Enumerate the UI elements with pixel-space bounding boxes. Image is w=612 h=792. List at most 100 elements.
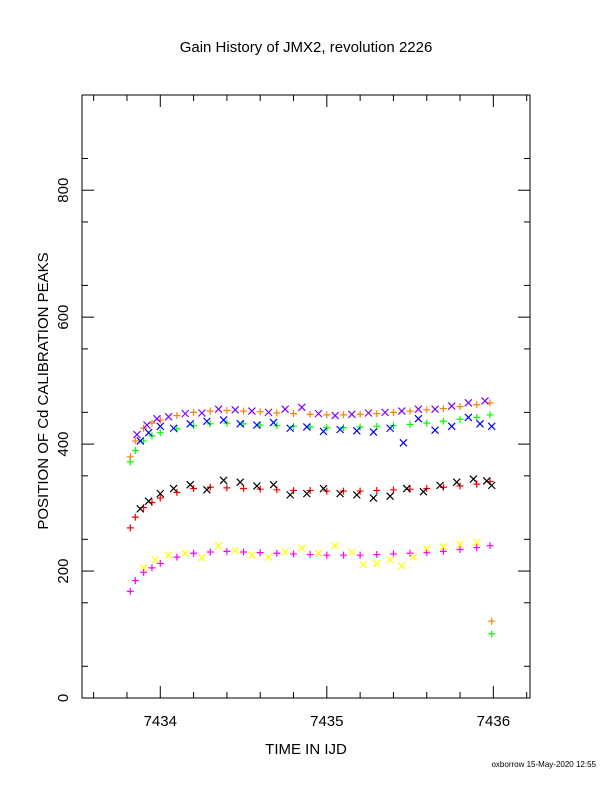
data-point — [306, 410, 314, 418]
data-point — [256, 549, 264, 557]
data-point — [164, 551, 173, 560]
data-point — [290, 410, 298, 418]
chart-title: Gain History of JMX2, revolution 2226 — [180, 39, 433, 56]
data-point — [372, 559, 381, 568]
data-point — [236, 419, 245, 428]
data-point — [240, 420, 248, 428]
data-point — [447, 402, 456, 410]
x-tick-label: 7434 — [144, 713, 177, 730]
data-point — [419, 487, 428, 496]
data-point — [356, 423, 364, 431]
data-point — [214, 541, 223, 550]
data-point — [143, 421, 151, 429]
data-point — [439, 547, 447, 555]
data-point — [290, 550, 298, 558]
data-point — [373, 486, 381, 494]
data-point — [126, 524, 134, 532]
data-point — [397, 407, 406, 416]
data-point — [256, 408, 264, 416]
data-point — [347, 548, 356, 556]
data-point — [264, 408, 273, 417]
data-point — [422, 544, 431, 553]
data-point — [156, 429, 164, 437]
data-point — [214, 405, 223, 414]
data-point — [197, 409, 206, 417]
data-point — [223, 484, 231, 492]
plot-axes — [81, 94, 531, 699]
data-point — [487, 481, 496, 490]
data-point — [359, 560, 368, 569]
data-point — [151, 555, 160, 564]
data-point — [397, 562, 406, 570]
data-point — [297, 544, 306, 553]
data-point — [356, 551, 364, 559]
data-point — [439, 417, 447, 425]
data-point — [206, 548, 214, 556]
data-point — [148, 564, 156, 572]
data-point — [369, 494, 378, 502]
data-point — [140, 437, 148, 445]
series-5-markers — [126, 478, 494, 532]
data-point — [269, 418, 278, 427]
footer-credit: oxborrow 15-May-2020 12:55 — [491, 760, 596, 769]
data-point — [131, 577, 139, 585]
data-point — [126, 587, 134, 595]
data-point — [173, 553, 181, 561]
data-point — [314, 549, 323, 558]
data-point — [133, 430, 141, 439]
data-point — [247, 551, 256, 560]
data-point — [131, 446, 139, 454]
data-point — [156, 559, 164, 567]
data-point — [373, 551, 381, 559]
data-point — [240, 407, 248, 415]
data-point — [431, 426, 439, 435]
data-point — [190, 408, 198, 416]
data-point — [464, 413, 473, 422]
data-point — [190, 422, 198, 430]
y-axis-label: POSITION OF Cd CALIBRATION PEAKS — [35, 252, 52, 529]
data-point — [473, 544, 481, 552]
data-point — [476, 419, 484, 428]
data-point — [240, 548, 248, 556]
data-point — [240, 485, 248, 493]
data-point — [487, 422, 496, 431]
data-point — [190, 549, 198, 557]
data-point — [331, 541, 340, 550]
y-tick-label: 0 — [55, 694, 72, 702]
data-point — [406, 549, 414, 557]
data-point — [473, 401, 481, 409]
data-point — [323, 411, 331, 419]
data-point — [126, 458, 134, 466]
data-point — [389, 486, 397, 494]
data-point — [364, 409, 373, 417]
data-point — [269, 480, 278, 489]
data-point — [140, 568, 148, 576]
data-point — [173, 412, 181, 420]
data-point — [339, 411, 347, 419]
data-point — [402, 484, 411, 493]
data-point — [456, 545, 464, 553]
data-point — [281, 548, 290, 556]
data-point — [386, 555, 395, 564]
data-point — [252, 482, 261, 490]
data-point — [139, 563, 148, 572]
data-point — [414, 414, 423, 423]
data-point — [481, 397, 489, 405]
data-point — [331, 411, 340, 420]
data-point — [153, 414, 161, 423]
data-point — [339, 551, 347, 559]
data-point — [264, 553, 273, 562]
data-point — [247, 407, 256, 416]
data-point — [314, 409, 323, 418]
data-point — [464, 398, 473, 407]
data-point — [423, 419, 431, 427]
data-point — [356, 410, 364, 418]
data-point — [431, 405, 439, 414]
data-point — [409, 553, 418, 562]
series-8-markers — [139, 538, 481, 572]
data-point — [231, 546, 240, 555]
data-point — [373, 410, 381, 418]
y-tick-label: 200 — [55, 559, 72, 584]
plot-frame — [81, 94, 531, 699]
data-point — [456, 403, 464, 411]
